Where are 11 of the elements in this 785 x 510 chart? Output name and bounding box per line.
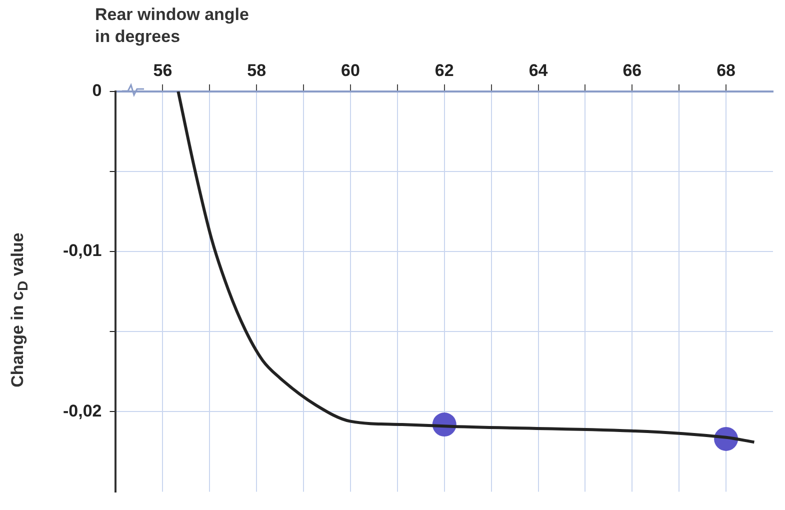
- x-tick-label: 58: [247, 60, 266, 80]
- x-axis-title: Rear window angle in degrees: [95, 4, 249, 48]
- x-tick-label: 64: [528, 60, 548, 80]
- y-tick-label: -0,01: [63, 241, 102, 260]
- y-tick-label: 0: [92, 81, 102, 100]
- x-tick-label: 60: [341, 60, 360, 80]
- x-tick-label: 68: [716, 60, 736, 80]
- x-tick-label: 62: [434, 60, 454, 80]
- y-tick-label: -0,02: [63, 401, 102, 420]
- x-tick-label: 56: [153, 60, 172, 80]
- x-tick-label: 66: [622, 60, 642, 80]
